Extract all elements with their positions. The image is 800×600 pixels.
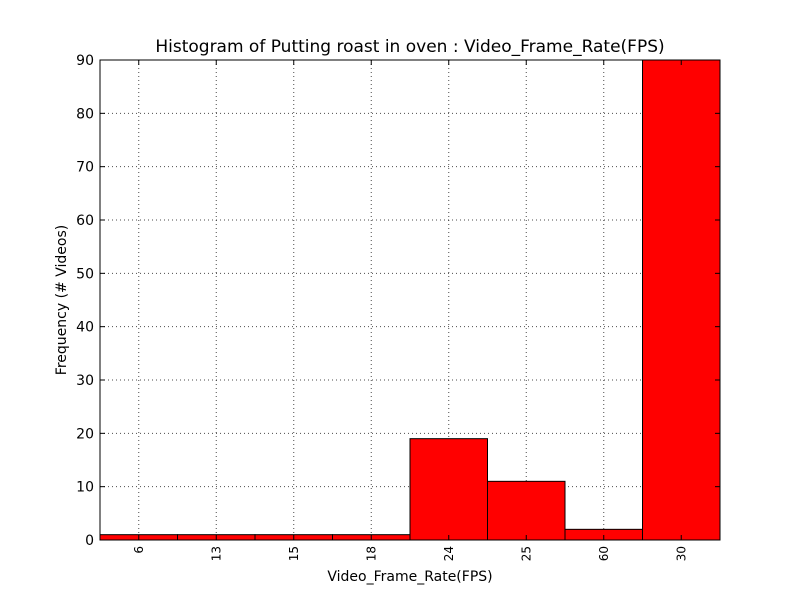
x-tick-label: 30 bbox=[674, 546, 688, 561]
chart-title: Histogram of Putting roast in oven : Vid… bbox=[155, 37, 664, 57]
y-tick-label: 0 bbox=[85, 533, 94, 549]
x-tick-label: 18 bbox=[364, 546, 378, 561]
x-tick-label: 6 bbox=[132, 546, 146, 554]
y-tick-label: 80 bbox=[76, 106, 94, 122]
y-tick-label: 90 bbox=[76, 53, 94, 69]
y-tick-label: 50 bbox=[76, 266, 94, 282]
x-axis-ticks: 6 13 15 18 24 25 60 30 bbox=[132, 60, 688, 561]
bar-24 bbox=[409, 438, 488, 541]
x-tick-label: 13 bbox=[209, 546, 223, 561]
x-tick-label: 60 bbox=[597, 546, 611, 561]
x-tick-label: 25 bbox=[519, 546, 533, 561]
y-tick-label: 20 bbox=[76, 426, 94, 442]
plot-frame bbox=[99, 59, 721, 541]
bar-30 bbox=[642, 59, 721, 541]
x-axis-label: Video_Frame_Rate(FPS) bbox=[327, 569, 492, 585]
y-tick-label: 70 bbox=[76, 160, 94, 176]
y-tick-label: 10 bbox=[76, 480, 94, 496]
y-tick-label: 60 bbox=[76, 213, 94, 229]
y-axis-label: Frequency (# Videos) bbox=[54, 225, 70, 375]
x-tick-label: 24 bbox=[442, 546, 456, 561]
y-tick-label: 40 bbox=[76, 320, 94, 336]
bar-25 bbox=[487, 480, 566, 541]
y-tick-label: 30 bbox=[76, 373, 94, 389]
y-axis-ticks: 0 10 20 30 40 50 60 70 80 90 bbox=[76, 53, 720, 549]
x-tick-label: 15 bbox=[287, 546, 301, 561]
